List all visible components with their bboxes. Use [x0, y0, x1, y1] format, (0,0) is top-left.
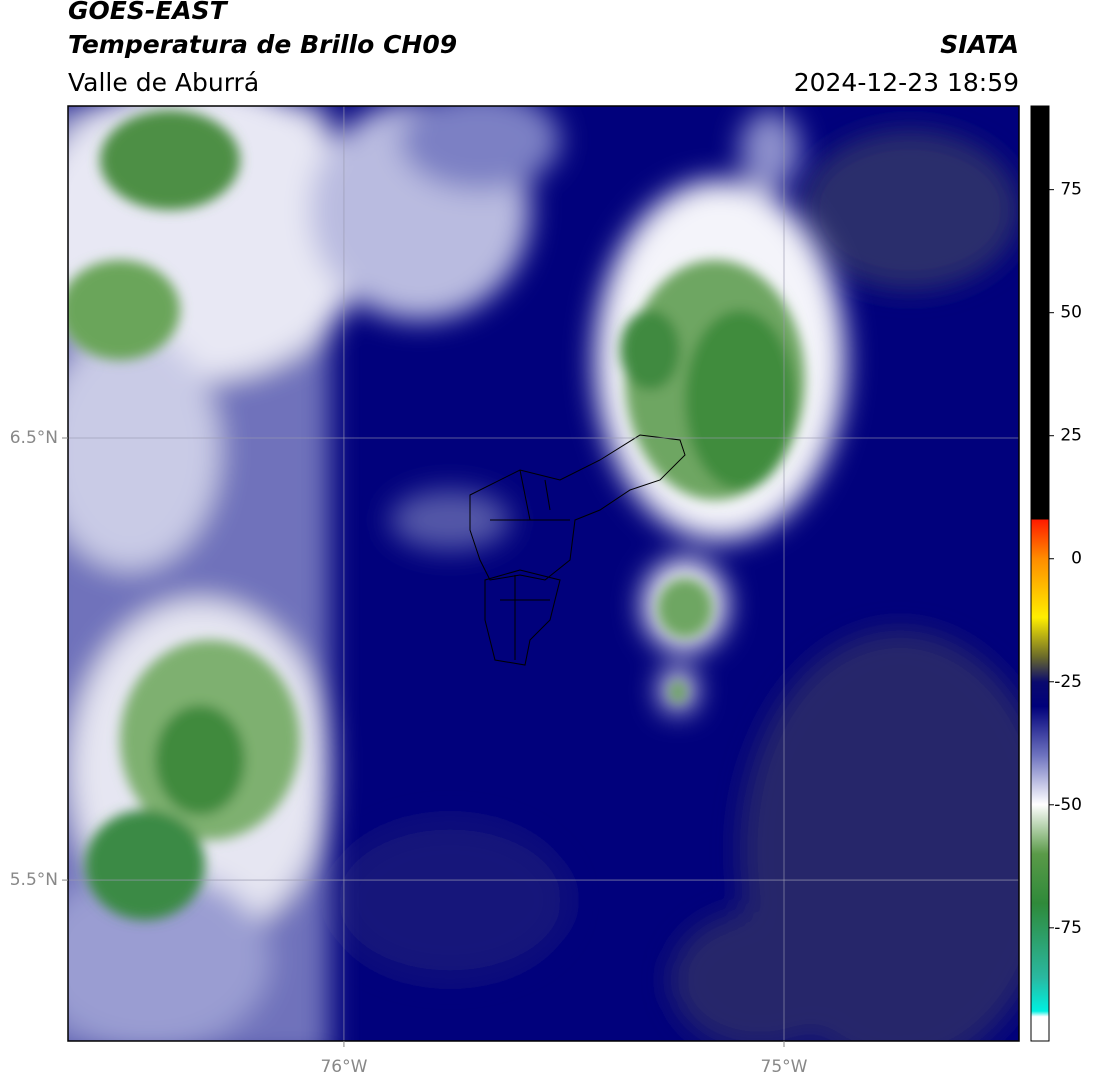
- satellite-image: [68, 106, 1019, 1041]
- dark-cloud-patches-part: [330, 820, 570, 980]
- colorbar-tick-label: 50: [1060, 303, 1082, 323]
- colorbar-tick-label: 0: [1071, 549, 1082, 569]
- cloud-cover-part: [740, 110, 800, 190]
- cold-cloud-tops-part: [155, 705, 245, 815]
- dark-cloud-patches-part: [800, 130, 1019, 290]
- cold-cloud-tops-part: [85, 810, 205, 920]
- cold-cloud-tops-part: [657, 578, 713, 638]
- colorbar-tick-label: 25: [1060, 426, 1082, 446]
- colorbar-tick-label: -25: [1054, 672, 1082, 692]
- lat-tick-label: 6.5°N: [10, 428, 58, 448]
- lon-tick-label: 76°W: [320, 1057, 367, 1077]
- datetime: 2024-12-23 18:59: [794, 68, 1019, 97]
- lat-tick-label: 5.5°N: [10, 870, 58, 890]
- subtitle: Temperatura de Brillo CH09: [68, 30, 457, 59]
- cold-cloud-tops-part: [669, 681, 687, 703]
- municipal-borders: [469, 434, 686, 666]
- title: GOES-EAST: [68, 0, 229, 25]
- cold-cloud-tops-part: [100, 110, 240, 210]
- cold-cloud-tops-part: [685, 310, 795, 490]
- geo-ticks: 76°W 75°W 6.5°N 5.5°N: [10, 428, 808, 1077]
- colorbar-ticks: 75 50 25 0 -25 -50 -75: [1049, 180, 1082, 938]
- agency: SIATA: [940, 30, 1019, 59]
- cold-cloud-tops: [68, 110, 805, 920]
- cold-cloud-tops-part: [68, 260, 180, 360]
- municipal-borders-part: [484, 569, 561, 666]
- cold-cloud-tops-part: [620, 310, 680, 390]
- dark-cloud-patches-part: [670, 910, 850, 1041]
- map-frame: [67, 105, 1020, 1042]
- dark-cloud-patches: [330, 130, 1019, 1041]
- colorbar: [1030, 105, 1050, 1042]
- lon-tick-label: 75°W: [761, 1057, 808, 1077]
- cloud-cover-part: [68, 330, 220, 570]
- region: Valle de Aburrá: [68, 68, 259, 97]
- graticule: [68, 106, 1019, 1041]
- colorbar-tick-label: -75: [1054, 918, 1082, 938]
- colorbar-tick-label: -50: [1054, 795, 1082, 815]
- cloud-cover-part: [390, 490, 510, 550]
- municipal-borders-part: [490, 469, 570, 660]
- municipal-borders-part: [469, 434, 686, 581]
- colorbar-tick-label: 75: [1060, 180, 1082, 200]
- cloud-cover-part: [400, 106, 560, 190]
